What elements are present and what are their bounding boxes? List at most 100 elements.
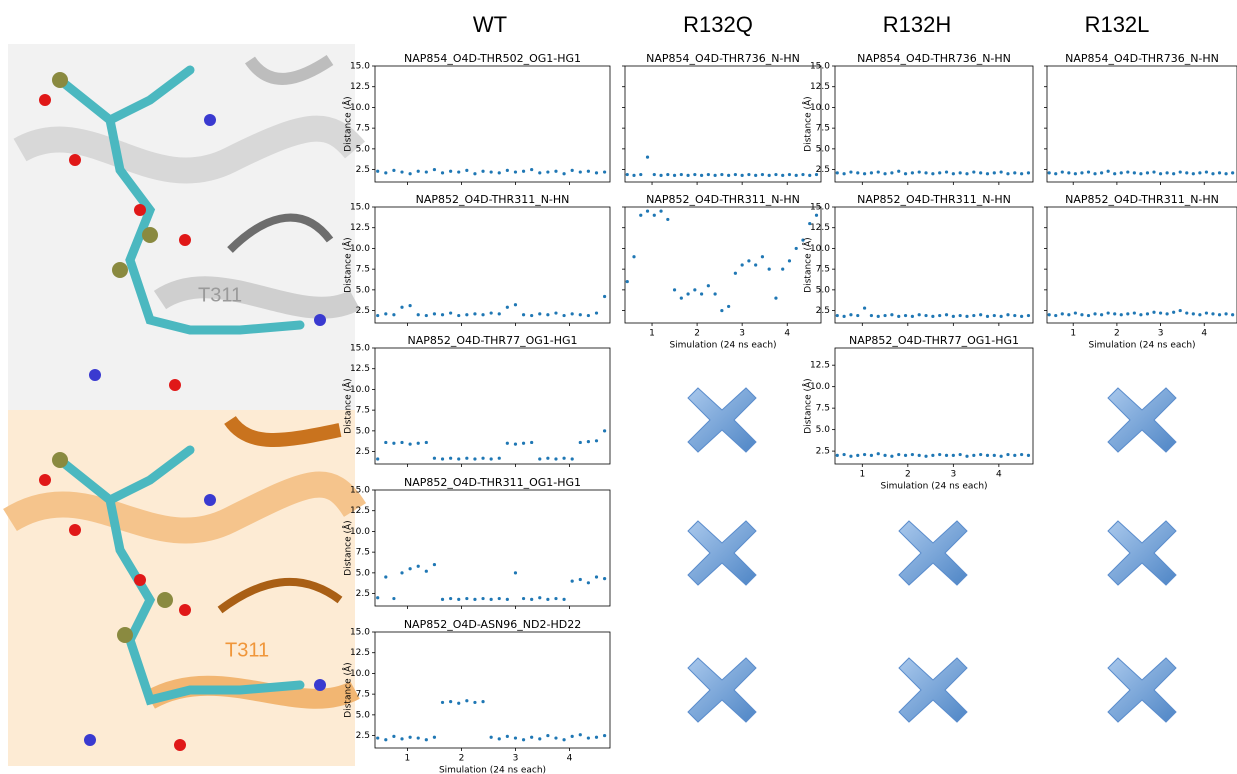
plot-area	[374, 347, 611, 465]
data-point	[473, 457, 477, 461]
data-point	[392, 168, 396, 172]
y-tick-label: 5.0	[816, 144, 831, 154]
data-point	[530, 167, 534, 172]
data-point	[1152, 310, 1156, 314]
data-point	[546, 313, 550, 317]
data-point	[999, 170, 1003, 174]
y-tick-label: 7.5	[356, 265, 370, 275]
data-point	[835, 171, 839, 175]
data-point	[554, 311, 558, 315]
data-point	[586, 169, 590, 173]
data-point	[602, 577, 607, 581]
y-axis-label: Distance (Å)	[342, 378, 354, 433]
panel: NAP854_O4D-THR502_OG1-HG1 2.5 5.0 7.5 10.0 12…	[342, 52, 611, 185]
data-point	[392, 313, 396, 317]
data-point	[910, 171, 914, 175]
data-point	[672, 173, 677, 177]
data-point	[538, 737, 542, 741]
x-tick-label: 2	[1114, 329, 1120, 339]
data-point	[645, 155, 650, 159]
data-point	[1172, 172, 1176, 176]
data-point	[862, 452, 867, 457]
data-point	[1067, 171, 1071, 175]
data-point	[432, 167, 437, 172]
data-point	[849, 313, 853, 317]
cross	[687, 387, 757, 453]
data-point	[1231, 171, 1235, 175]
y-tick-label: 7.5	[356, 124, 370, 134]
data-point	[979, 313, 983, 317]
panel: NAP852_O4D-ASN96_ND2-HD222.55.07.510.012…	[342, 618, 611, 774]
data-point	[1152, 170, 1156, 174]
data-point	[562, 738, 566, 742]
data-point	[570, 579, 574, 583]
data-point	[432, 735, 437, 739]
data-point	[992, 453, 996, 458]
data-point	[727, 304, 731, 309]
data-point	[578, 440, 582, 445]
data-point	[1185, 311, 1189, 315]
data-point	[489, 735, 493, 739]
data-point	[1060, 170, 1064, 174]
panel-title: NAP852_O4D-THR77_OG1-HG1	[407, 334, 577, 347]
data-point	[562, 172, 566, 176]
y-tick-label: 2.5	[816, 165, 830, 175]
data-point	[1119, 171, 1123, 175]
y-tick-label: 10.0	[350, 244, 370, 254]
y-axis-label: Distance (Å)	[802, 96, 814, 151]
data-point	[424, 313, 428, 318]
panel: NAP852_O4D-THR77_OG1-HG1 2.5 5.0 7.5 10.0 12.…	[802, 334, 1034, 492]
x-axis-label: Simulation (24 ns each)	[439, 766, 546, 774]
panel-title: NAP854_O4D-THR736_N-HN	[646, 52, 800, 65]
data-point	[440, 313, 445, 317]
plot-area	[624, 206, 822, 324]
plot-area	[834, 65, 1034, 183]
panel-title: NAP852_O4D-THR311_OG1-HG1	[404, 476, 581, 489]
data-point	[814, 213, 819, 217]
data-point	[733, 271, 737, 275]
x-tick-label: 1	[1070, 329, 1076, 339]
data-point	[1006, 452, 1010, 457]
data-point	[424, 170, 428, 174]
data-point	[1099, 171, 1104, 175]
data-point	[951, 453, 955, 458]
data-point	[1185, 171, 1189, 175]
plot-area	[374, 65, 611, 183]
panel: NAP852_O4D-THR77_OG1-HG1 2.5 5.0 7.5 10.0 12.…	[342, 334, 611, 467]
y-tick-label: 15.0	[350, 62, 370, 72]
data-point	[754, 173, 758, 177]
data-point	[767, 173, 771, 177]
data-point	[645, 209, 650, 213]
data-point	[740, 263, 744, 267]
panel: NAP852_O4D-THR311_N-HN 2.5 5.0 7.5 10.0 12.5 1…	[342, 193, 611, 326]
y-tick-label: 2.5	[356, 731, 370, 741]
plot-area	[1046, 65, 1237, 183]
cross	[1107, 657, 1177, 723]
y-tick-label: 5.0	[356, 144, 371, 154]
data-point	[774, 172, 778, 177]
data-point	[1204, 170, 1209, 174]
data-point	[883, 453, 887, 458]
data-point	[505, 305, 509, 309]
data-point	[505, 441, 509, 445]
data-point	[1093, 312, 1097, 316]
data-point	[659, 209, 663, 213]
data-point	[400, 737, 404, 741]
data-point	[440, 700, 445, 705]
data-point	[972, 453, 976, 458]
data-point	[835, 313, 839, 318]
data-point	[465, 596, 469, 601]
y-tick-label: 2.5	[356, 306, 370, 316]
column-header: R132H	[883, 12, 951, 37]
data-point	[903, 172, 908, 176]
data-point	[679, 172, 683, 177]
y-tick-label: 7.5	[356, 690, 370, 700]
data-point	[1054, 313, 1058, 318]
x-tick-label: 2	[905, 470, 911, 480]
data-point	[767, 267, 771, 271]
residue-label: T311	[198, 284, 242, 306]
plot-area	[374, 206, 611, 324]
data-point	[1013, 453, 1017, 458]
data-point	[808, 173, 812, 177]
data-point	[1099, 313, 1104, 317]
